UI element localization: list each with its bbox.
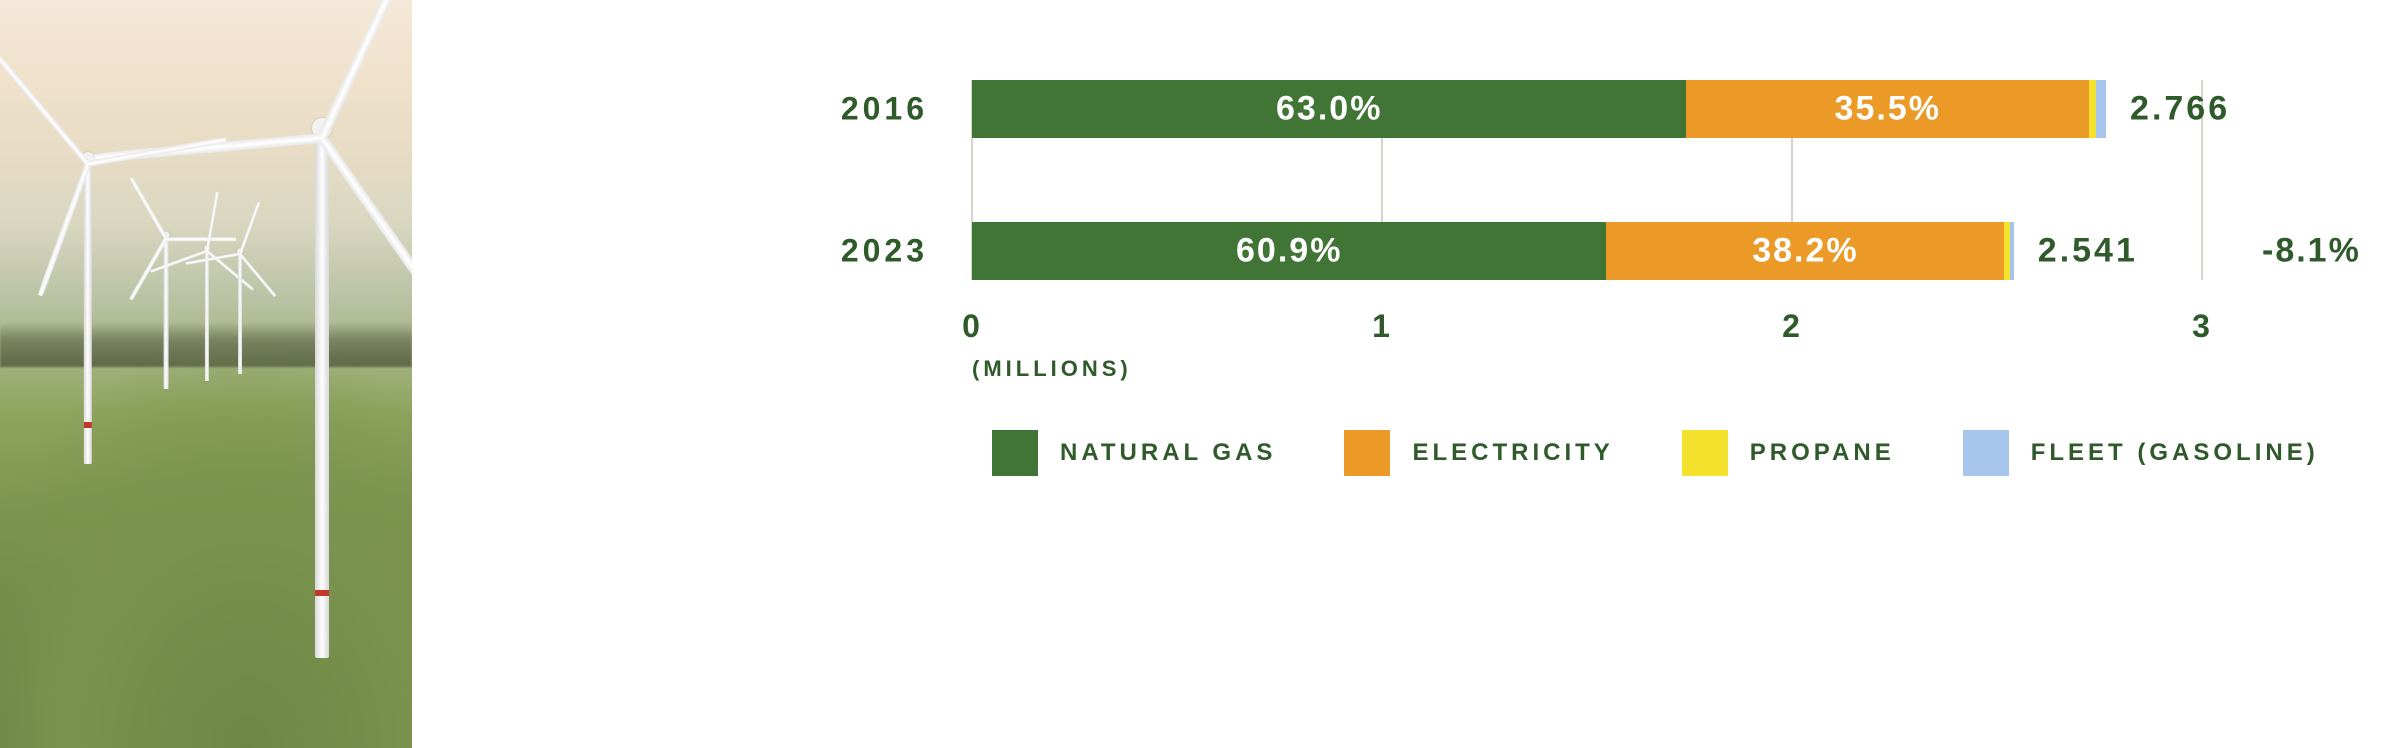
x-tick-label: 2 (1782, 308, 1802, 345)
legend-label: PROPANE (1750, 439, 1895, 467)
wind-turbine (87, 462, 89, 464)
bar-segment-electricity: 35.5% (1686, 80, 2089, 138)
legend-swatch (1682, 430, 1728, 476)
chart-row: 202360.9%38.2%2.541-8.1% (972, 222, 2202, 280)
segment-pct-label: 38.2% (1752, 232, 1858, 271)
row-total-label: 2.766 (2130, 90, 2230, 129)
segment-pct-label: 60.9% (1236, 232, 1342, 271)
segment-pct-label: 63.0% (1276, 90, 1382, 129)
bar-segment-natural_gas: 63.0% (972, 80, 1686, 138)
legend-label: NATURAL GAS (1060, 439, 1276, 467)
legend-label: FLEET (GASOLINE) (2031, 439, 2319, 467)
bar-track: 63.0% 35.5% (972, 80, 2106, 138)
energy-chart: 0 1 2 3 (MILLIONS) 2016 63.0% 35.5% 2.766 2023 60.… (412, 0, 2400, 748)
bar-segment-natural_gas: 60.9% (972, 222, 1606, 280)
row-year-label: 2023 (841, 233, 928, 270)
chart-legend: NATURAL GAS ELECTRICITY PROPANE FLEET (GASO… (992, 430, 2319, 476)
x-tick-label: 3 (2192, 308, 2212, 345)
bar-track: 60.9% 38.2% (972, 222, 2014, 280)
legend-item-fleet_gasoline: FLEET (GASOLINE) (1963, 430, 2319, 476)
chart-plot-area: 0123(MILLIONS)201663.0%35.5%2.766202360.… (972, 80, 2202, 280)
legend-item-electricity: ELECTRICITY (1344, 430, 1613, 476)
legend-swatch (1344, 430, 1390, 476)
legend-swatch (992, 430, 1038, 476)
wind-turbine (321, 656, 323, 658)
wind-turbine-photo (0, 0, 412, 748)
bar-segment-fleet_gasoline (2096, 80, 2106, 138)
segment-pct-label: 35.5% (1835, 90, 1941, 129)
x-tick-label: 1 (1372, 308, 1392, 345)
row-total-label: 2.541 (2038, 232, 2138, 271)
legend-label: ELECTRICITY (1412, 439, 1613, 467)
photo-hill (0, 337, 412, 748)
legend-item-propane: PROPANE (1682, 430, 1895, 476)
row-year-label: 2016 (841, 91, 928, 128)
bar-segment-propane (2089, 80, 2096, 138)
bar-segment-electricity: 38.2% (1606, 222, 2004, 280)
wind-turbine (206, 379, 208, 381)
legend-swatch (1963, 430, 2009, 476)
x-axis-unit: (MILLIONS) (972, 356, 1132, 382)
wind-turbine (165, 387, 167, 389)
bar-segment-fleet_gasoline (2010, 222, 2014, 280)
chart-row: 201663.0%35.5%2.766 (972, 80, 2202, 138)
x-tick-label: 0 (962, 308, 982, 345)
wind-turbine (239, 372, 241, 374)
row-delta-label: -8.1% (2262, 232, 2361, 271)
legend-item-natural_gas: NATURAL GAS (992, 430, 1276, 476)
